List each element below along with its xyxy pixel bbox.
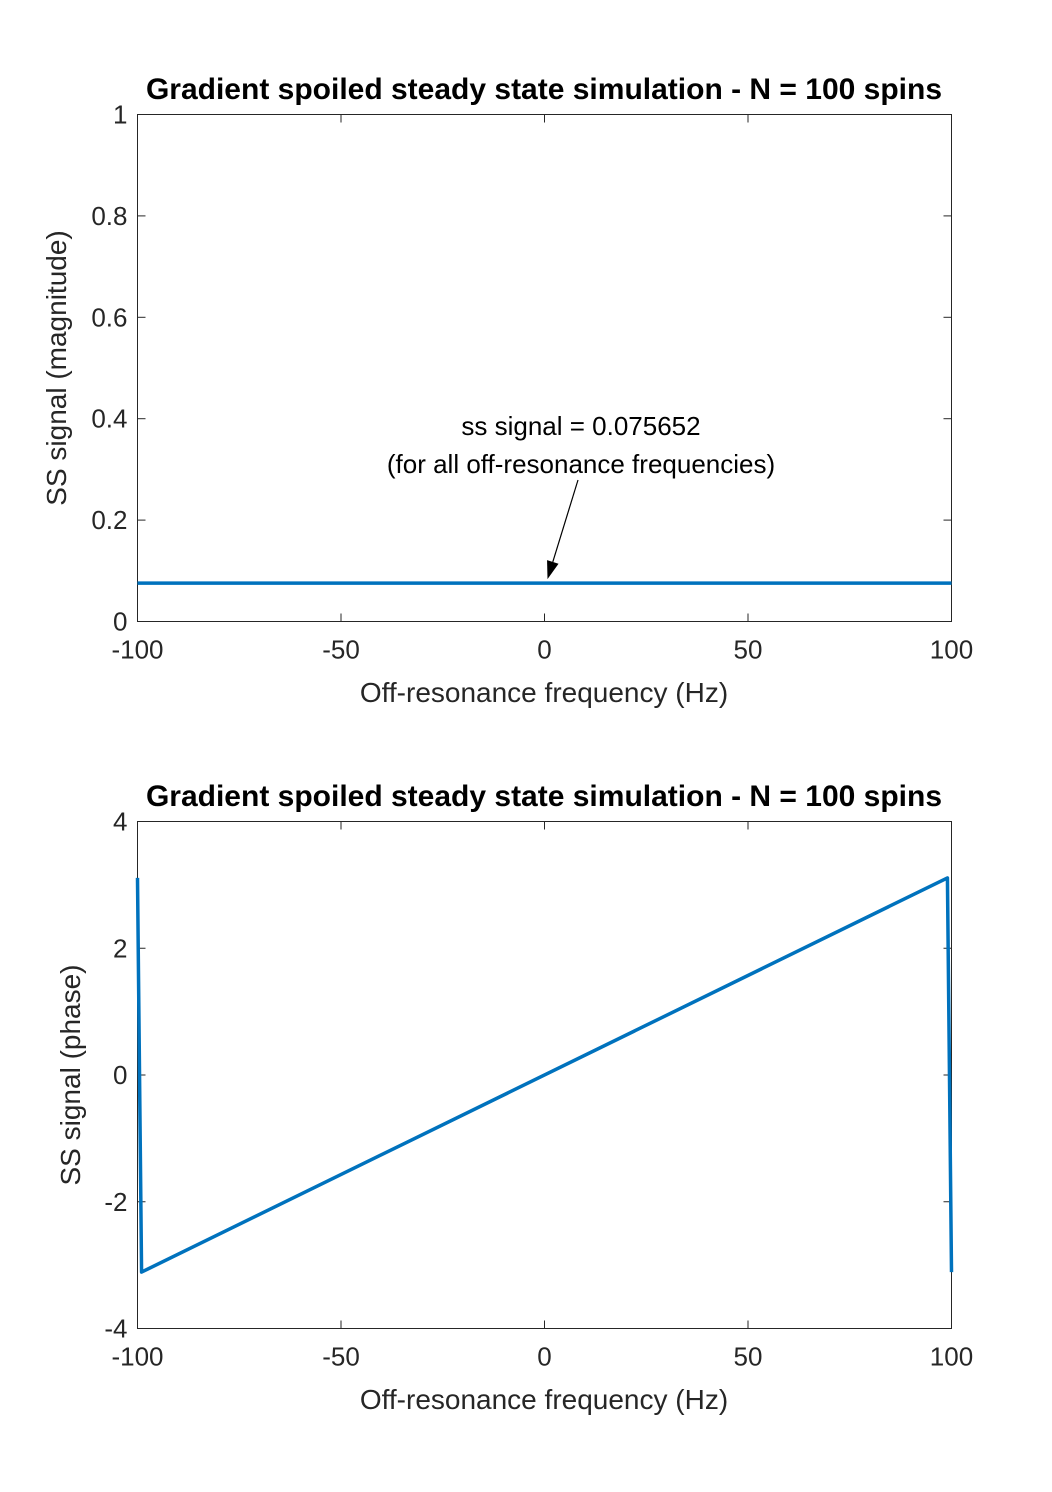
y-tick-label: 2 [113,933,127,963]
plot-area-frame [137,114,952,622]
y-tick-label: 0.2 [91,505,127,535]
x-tick-label: 100 [930,635,973,665]
x-tick-label: 0 [537,635,551,665]
x-tick-label: 50 [734,635,763,665]
y-tick-label: 1 [113,100,127,130]
annotation-arrowhead [547,560,559,580]
x-tick-label: -100 [111,635,163,665]
x-tick-label: -100 [111,1342,163,1372]
x-axis-label: Off-resonance frequency (Hz) [360,677,728,708]
magnitude-chart: Gradient spoiled steady state simulation… [41,73,973,708]
series-line-phase [135,876,954,1274]
y-tick-label: 0.4 [91,404,127,434]
chart-title: Gradient spoiled steady state simulation… [146,73,942,106]
y-tick-label: 0.8 [91,201,127,231]
y-tick-labels: -4 -2 0 2 4 [104,807,127,1344]
y-axis-label: SS signal (magnitude) [41,230,72,505]
x-axis-label: Off-resonance frequency (Hz) [360,1384,728,1415]
y-tick-labels: 0 0.2 0.4 0.6 0.8 1 [91,100,127,637]
x-tick-label: 100 [930,1342,973,1372]
y-tick-label: -2 [104,1187,127,1217]
y-tick-label: -4 [104,1314,127,1344]
y-tick-label: 0 [113,607,127,637]
plot-area-frame [137,821,952,1329]
x-tick-label: -50 [322,1342,360,1372]
annotation-line-2: (for all off-resonance frequencies) [387,449,775,479]
y-tick-label: 4 [113,807,127,837]
y-tick-label: 0 [113,1060,127,1090]
phase-chart: Gradient spoiled steady state simulation… [55,780,973,1415]
chart-title: Gradient spoiled steady state simulation… [146,780,942,813]
annotation-line-1: ss signal = 0.075652 [461,411,700,441]
x-tick-label: 50 [734,1342,763,1372]
x-tick-label: -50 [322,635,360,665]
y-tick-label: 0.6 [91,302,127,332]
x-tick-labels: -100 -50 0 50 100 [111,635,973,665]
annotation-arrow [552,479,579,563]
x-tick-label: 0 [537,1342,551,1372]
tick-marks [137,114,952,622]
x-tick-labels: -100 -50 0 50 100 [111,1342,973,1372]
y-axis-label: SS signal (phase) [55,964,86,1185]
